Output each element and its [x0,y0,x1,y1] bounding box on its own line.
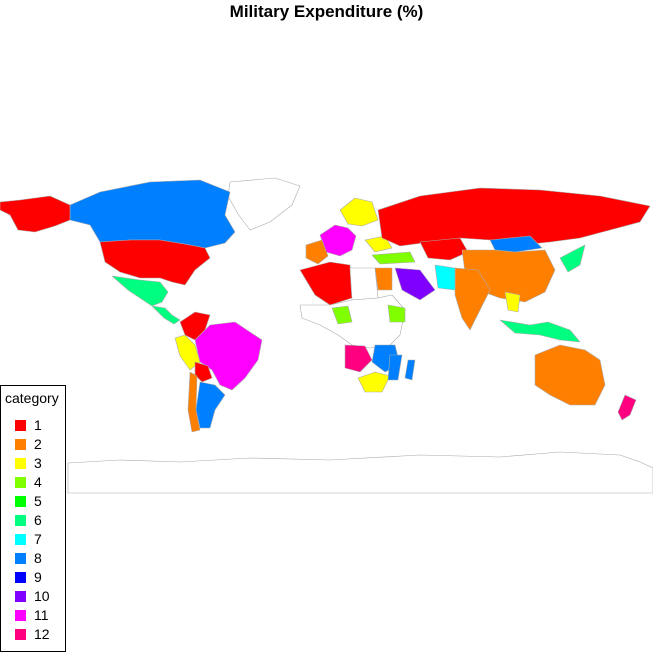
legend-swatch [15,476,26,488]
region-iran [394,267,436,301]
region-libya [349,267,379,301]
region-australia [534,344,606,406]
legend-item: 9 [15,569,42,585]
region-thailand [504,291,521,313]
region-canada [69,179,236,249]
legend-swatch [15,533,26,545]
legend-swatch [15,628,26,640]
legend-item: 1 [15,417,42,433]
legend-swatch [15,609,26,621]
region-pakistan [434,264,456,291]
region-chile [187,371,201,433]
legend-label: 12 [34,626,50,642]
region-algeria [299,261,353,306]
region-scandinavia [339,197,379,227]
legend-label: 8 [34,550,42,566]
legend-label: 1 [34,417,42,433]
region-alaska [0,195,71,233]
legend-label: 11 [34,607,49,623]
region-angola [344,344,373,373]
legend-label: 3 [34,455,42,471]
legend-swatch [15,457,26,469]
region-ukraine [364,235,393,253]
map-title: Military Expenditure (%) [229,2,424,21]
region-antarctica [67,451,653,494]
legend-item: 12 [15,626,50,642]
legend-title: category [5,390,59,406]
region-greenland [227,177,301,231]
region-nigeria [331,305,353,325]
legend-swatch [15,514,26,526]
legend-swatch [15,590,26,602]
region-egypt [374,267,393,291]
legend-item: 10 [15,588,50,604]
legend-item: 7 [15,531,42,547]
legend-swatch [15,495,26,507]
region-madagascar [404,359,416,381]
region-ethiopia [387,304,406,323]
region-indonesia [499,319,581,343]
legend-label: 9 [34,569,42,585]
region-europe [319,224,357,257]
region-argentina [195,381,226,429]
legend-item: 5 [15,493,42,509]
legend-item: 11 [15,607,49,623]
legend-item: 6 [15,512,42,528]
region-central-america [151,305,181,325]
region-japan [559,244,586,273]
region-russia [377,187,651,247]
region-mongolia [489,235,543,253]
legend-swatch [15,571,26,583]
region-new-zealand [617,394,637,421]
region-mexico [111,275,169,307]
region-france-spain [305,239,329,265]
legend-label: 5 [34,493,42,509]
legend-label: 7 [34,531,42,547]
region-bolivia [194,361,213,383]
legend-item: 2 [15,436,42,452]
legend-label: 2 [34,436,42,452]
region-kazakhstan [419,237,469,261]
legend-swatch [15,419,26,431]
legend-label: 10 [34,588,50,604]
legend-swatch [15,552,26,564]
legend-swatch [15,438,26,450]
region-india [454,267,491,331]
region-mozambique [387,354,403,381]
legend-item: 8 [15,550,42,566]
region-south-africa [357,371,391,393]
legend-item: 3 [15,455,42,471]
region-turkey [371,251,416,265]
legend-label: 4 [34,474,42,490]
legend-label: 6 [34,512,42,528]
legend-item: 4 [15,474,42,490]
region-africa-center [299,294,406,349]
legend: category 1 2 3 4 5 6 7 8 9 10 11 12 [0,385,66,652]
region-usa [99,239,211,286]
